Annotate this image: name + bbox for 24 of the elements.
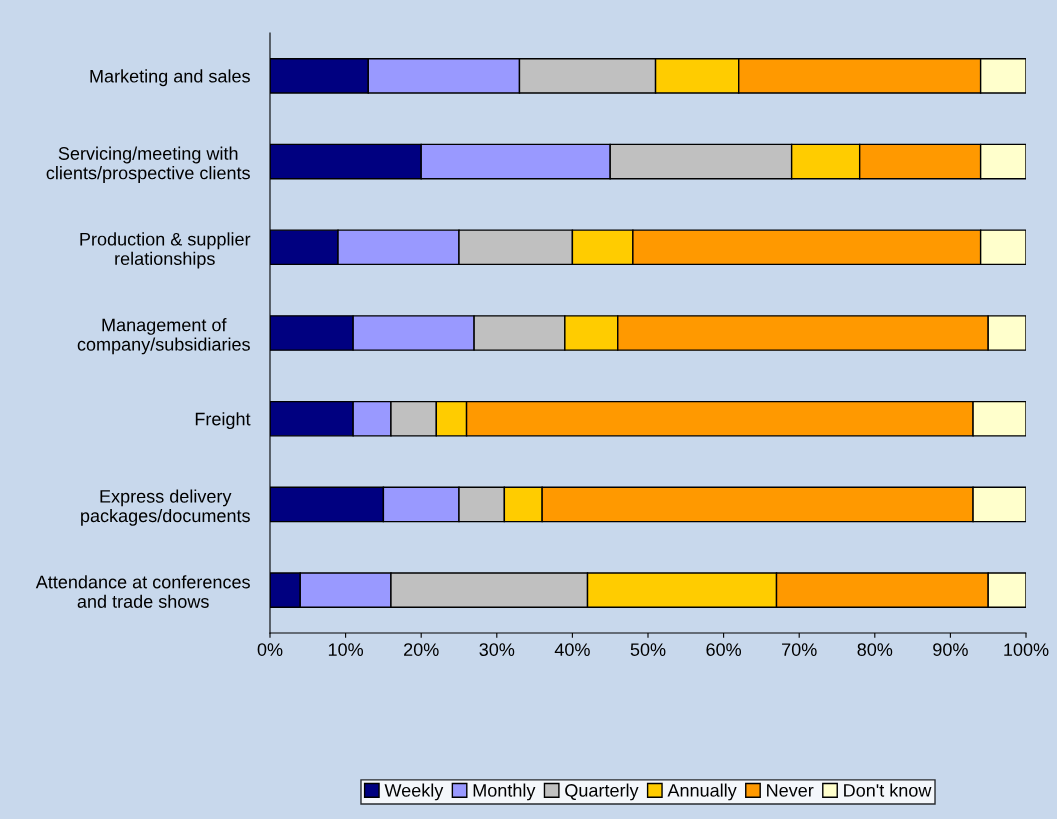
y-tick-label: Express delivery packages/documents xyxy=(81,489,250,526)
y-tick-label: Marketing and sales xyxy=(90,69,250,87)
legend-label: Annually xyxy=(667,783,737,801)
legend-label: Never xyxy=(767,784,814,797)
x-tick-label: 0% xyxy=(257,643,283,656)
x-tick-label: 80% xyxy=(857,643,893,656)
x-tick-label: 10% xyxy=(328,643,364,656)
y-tick-label: Management of company/subsidiaries xyxy=(77,318,250,355)
legend-label: Don't know xyxy=(844,783,932,797)
legend-label: Weekly xyxy=(384,783,444,801)
x-tick-label: 60% xyxy=(706,643,742,656)
x-tick-label: 90% xyxy=(933,643,968,656)
x-tick-label: 100% xyxy=(1004,643,1049,656)
x-tick-label: 50% xyxy=(630,643,666,656)
legend-label: Monthly xyxy=(473,783,536,801)
x-tick-label: 30% xyxy=(479,643,515,656)
legend-label: Quarterly xyxy=(565,783,639,801)
x-tick-label: 70% xyxy=(782,643,817,656)
x-tick-label: 40% xyxy=(554,643,590,656)
x-tick-label: 20% xyxy=(404,643,439,656)
y-tick-label: Freight xyxy=(195,412,251,429)
y-tick-label: Production & supplier relationships xyxy=(80,232,251,269)
y-tick-label: Attendance at conferences and trade shows xyxy=(35,575,250,608)
y-tick-label: Servicing/meeting with clients/prospective clients xyxy=(46,146,250,183)
